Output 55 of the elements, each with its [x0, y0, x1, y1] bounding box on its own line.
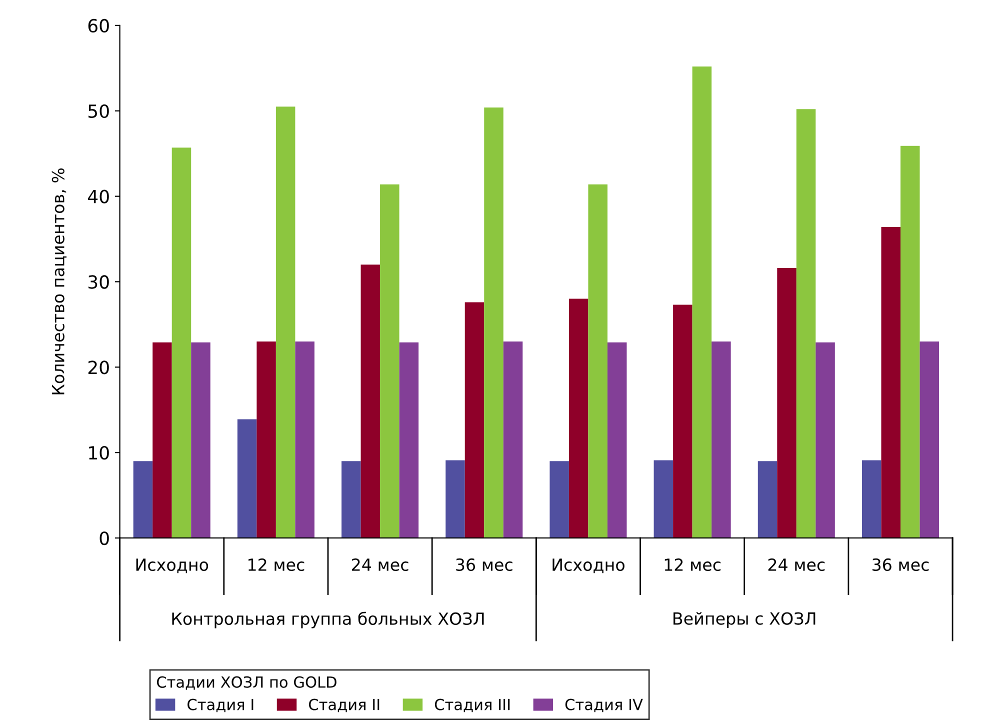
bar	[607, 342, 627, 538]
bar	[172, 148, 192, 538]
y-tick-label: 60	[88, 18, 109, 33]
bar	[758, 461, 778, 538]
bar	[568, 298, 588, 538]
bar	[399, 342, 419, 538]
y-tick-label: 20	[88, 360, 109, 374]
bar	[484, 107, 504, 538]
bar	[673, 304, 692, 538]
text: Контрольная группа больных ХОЗЛ	[172, 612, 484, 628]
x-tick-label: 12 мес	[664, 558, 721, 572]
bar	[446, 460, 465, 538]
bar	[464, 302, 484, 538]
legend-label: Стадия II	[309, 698, 380, 712]
y-tick-label: 10	[89, 446, 109, 460]
bar	[881, 227, 900, 538]
text: Вейперы с ХОЗЛ	[674, 612, 816, 628]
bar	[503, 342, 523, 538]
x-tick-label: 24 мес	[768, 558, 825, 572]
bar	[191, 342, 210, 538]
x-tick-label: 24 мес	[352, 558, 408, 572]
bar	[900, 146, 920, 538]
bar	[342, 461, 361, 538]
bar	[920, 342, 940, 538]
bar	[777, 268, 796, 538]
bar	[862, 460, 882, 538]
bar	[796, 109, 816, 538]
bar	[654, 460, 674, 538]
x-tick-label: 36 мес	[872, 558, 929, 572]
bar	[256, 342, 276, 538]
x-tick-label: Исходно	[136, 558, 208, 574]
bar	[588, 184, 608, 538]
bar	[550, 461, 569, 538]
bar	[152, 342, 172, 538]
bar	[816, 342, 835, 538]
legend-label: Стадия I	[188, 698, 254, 712]
legend-title: Стадии ХОЗЛ по GOLD	[156, 676, 336, 690]
y-tick-label: 0	[100, 531, 109, 546]
x-tick-label: 36 мес	[456, 558, 512, 572]
bar	[380, 184, 400, 538]
bar	[360, 264, 380, 538]
y-tick-label: 40	[88, 190, 109, 204]
bar	[133, 461, 153, 538]
y-tick-label: 50	[88, 104, 109, 118]
y-tick-label: 30	[88, 275, 109, 289]
legend-label: Стадия III	[434, 698, 510, 712]
x-tick-label: 12 мес	[248, 558, 304, 572]
x-tick-label: Исходно	[552, 558, 624, 574]
legend-label: Стадия IV	[565, 698, 643, 712]
bar	[237, 419, 257, 538]
bar	[276, 106, 296, 538]
bar	[712, 342, 731, 538]
y-axis-title: Количество пациентов, %	[52, 168, 66, 394]
bar	[295, 342, 314, 538]
bar	[692, 66, 712, 538]
